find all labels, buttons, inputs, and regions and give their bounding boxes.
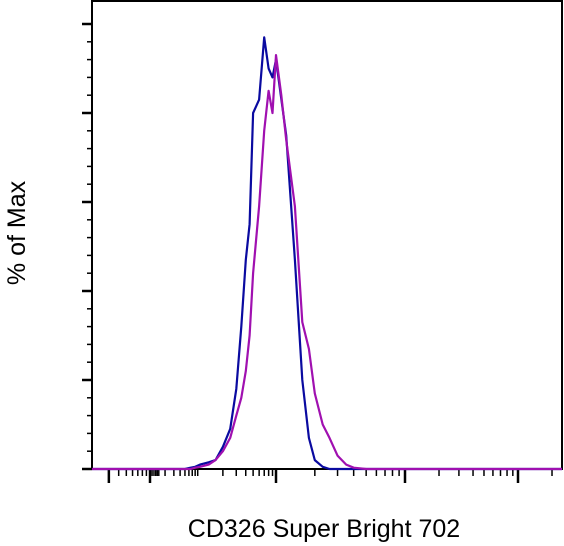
series-2-line: [92, 55, 562, 469]
x-axis-label: CD326 Super Bright 702: [188, 515, 460, 543]
y-axis-ticks: [82, 24, 92, 469]
series-layer: [92, 37, 562, 469]
plot-border: [92, 1, 562, 469]
x-axis-ticks: [109, 469, 552, 483]
plot-frame: [92, 1, 562, 469]
series-1-line: [92, 37, 562, 469]
y-axis-label: % of Max: [3, 180, 31, 285]
